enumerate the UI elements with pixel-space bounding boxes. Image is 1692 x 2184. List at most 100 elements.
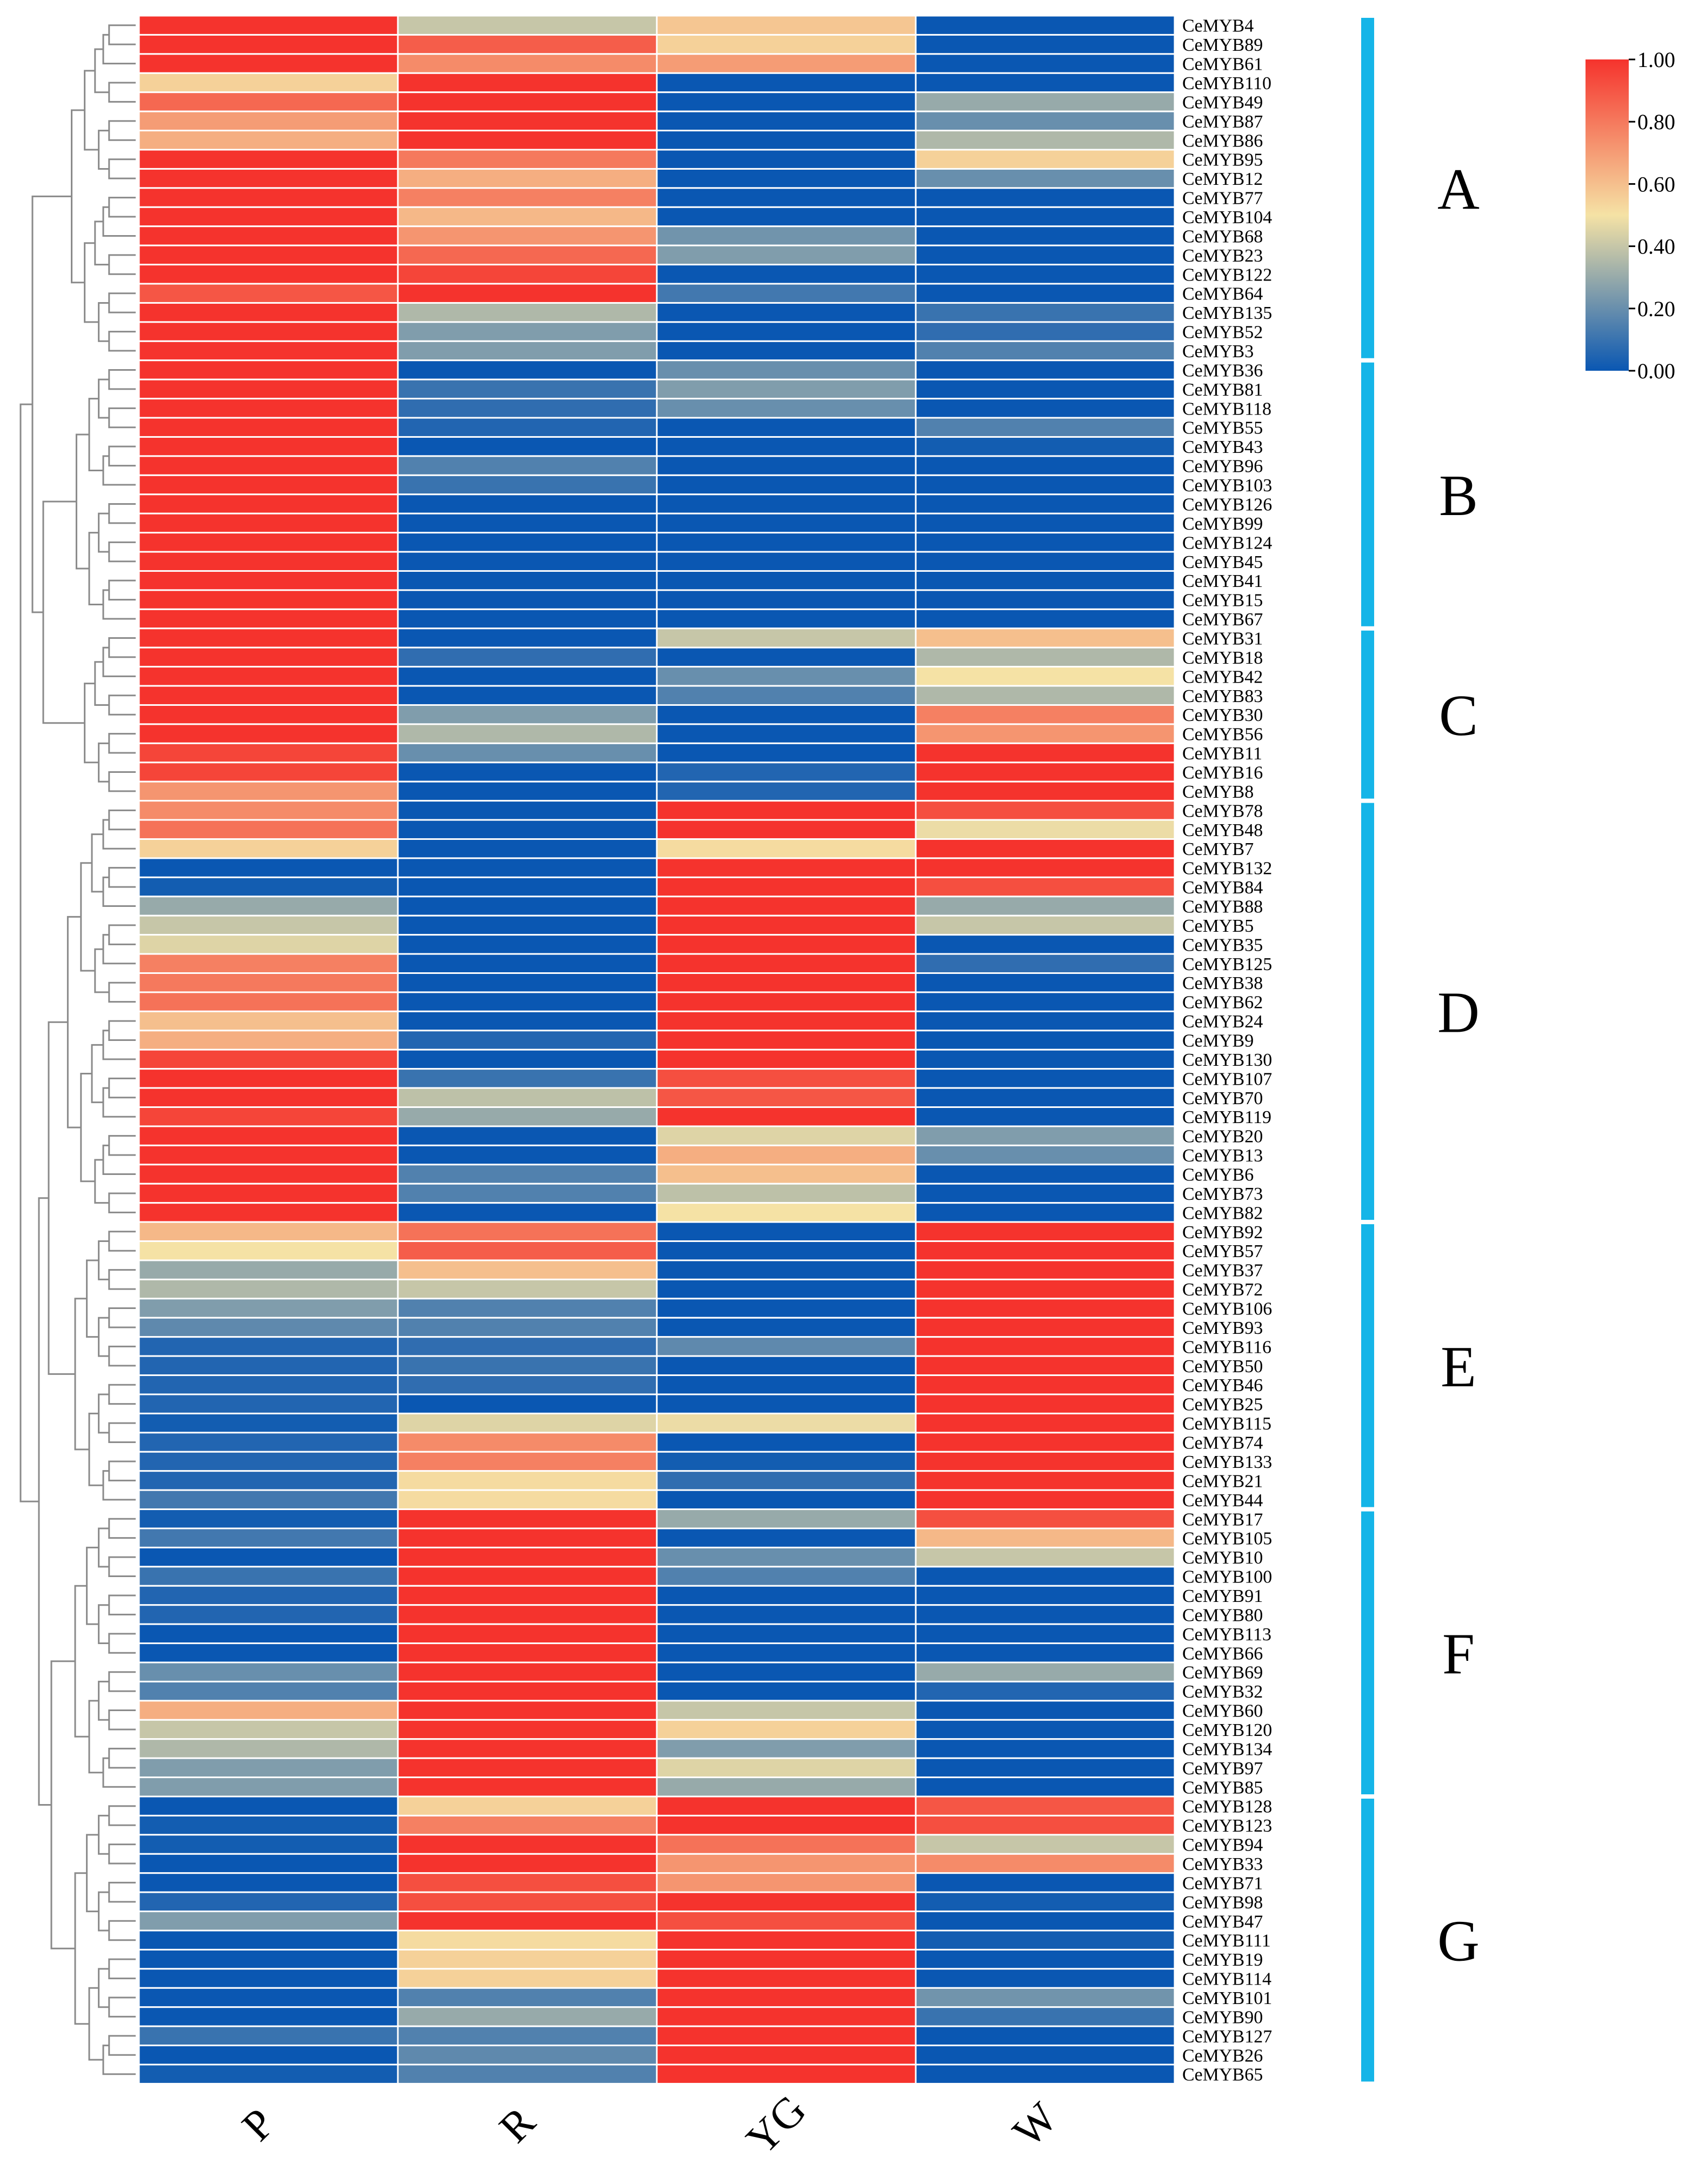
heatmap-cell — [138, 168, 399, 189]
dendrogram-branch — [108, 1020, 136, 1041]
heatmap-cell — [397, 608, 658, 630]
row-label: CeMYB4 — [1182, 16, 1254, 36]
group-bar — [1361, 18, 1374, 358]
group-label: B — [1439, 464, 1478, 528]
heatmap-cell — [915, 1087, 1176, 1108]
heatmap-cell — [397, 91, 658, 112]
row-label: CeMYB56 — [1182, 725, 1263, 745]
heatmap-cell — [915, 1164, 1176, 1185]
heatmap-cell — [656, 378, 917, 400]
heatmap-cell — [138, 1680, 399, 1702]
dendrogram-branch — [108, 1594, 136, 1615]
dendrogram-branch — [102, 206, 136, 237]
heatmap-cell — [138, 1585, 399, 1606]
heatmap-cell — [138, 1278, 399, 1300]
row-label: CeMYB64 — [1182, 284, 1263, 304]
heatmap-cell — [915, 436, 1176, 457]
heatmap-cell — [397, 1719, 658, 1740]
heatmap-cell — [397, 1106, 658, 1127]
dendrogram-branch — [108, 1633, 136, 1654]
dendrogram-branch — [108, 1192, 136, 1213]
heatmap-cell — [656, 225, 917, 246]
row-label: CeMYB82 — [1182, 1203, 1263, 1223]
dendrogram-branch — [108, 120, 136, 141]
row-label: CeMYB114 — [1182, 1969, 1271, 1989]
heatmap-cell — [138, 1872, 399, 1893]
heatmap-cell — [138, 34, 399, 55]
row-label: CeMYB122 — [1182, 265, 1272, 285]
row-label: CeMYB25 — [1182, 1395, 1263, 1415]
heatmap-cell — [138, 72, 399, 93]
heatmap-cell — [138, 1489, 399, 1511]
row-label: CeMYB80 — [1182, 1605, 1263, 1625]
row-label: CeMYB65 — [1182, 2065, 1263, 2085]
dendrogram-branch — [94, 948, 109, 993]
heatmap-cell — [915, 1432, 1176, 1453]
heatmap-cell — [915, 15, 1176, 36]
heatmap-cell — [656, 1489, 917, 1511]
heatmap-cell — [915, 1451, 1176, 1472]
heatmap-cell — [915, 723, 1176, 744]
group-bar — [1361, 1798, 1374, 2082]
colorbar-tick-label: 0.40 — [1637, 235, 1675, 259]
heatmap-cell — [138, 1508, 399, 1530]
row-label: CeMYB74 — [1182, 1433, 1263, 1453]
heatmap-cell — [656, 1795, 917, 1816]
heatmap-cell — [915, 1719, 1176, 1740]
heatmap-cell — [397, 742, 658, 764]
dendrogram-branch — [31, 195, 72, 613]
dendrogram-branch — [91, 1044, 103, 1104]
heatmap-cell — [138, 340, 399, 362]
heatmap-cell — [138, 742, 399, 764]
heatmap-cell — [138, 1527, 399, 1548]
dendrogram-branch — [98, 1814, 109, 1855]
heatmap-cell — [656, 1374, 917, 1395]
heatmap-cell — [138, 1087, 399, 1108]
dendrogram-branch — [108, 254, 136, 275]
row-label: CeMYB23 — [1182, 246, 1263, 266]
heatmap-cell — [656, 800, 917, 821]
heatmap-cell — [138, 436, 399, 457]
heatmap-cell — [915, 1872, 1176, 1893]
heatmap-cell — [397, 589, 658, 610]
heatmap-cell — [138, 723, 399, 744]
heatmap-cell — [915, 646, 1176, 668]
row-label: CeMYB6 — [1182, 1165, 1254, 1185]
dendrogram-branch — [108, 579, 136, 601]
heatmap-cell — [656, 455, 917, 476]
dendrogram-branch — [71, 109, 85, 284]
heatmap-cell — [656, 110, 917, 132]
heatmap-cell — [915, 91, 1176, 112]
column-label: P — [233, 2100, 284, 2150]
heatmap-cell — [138, 1030, 399, 1051]
dendrogram-branch — [108, 1460, 136, 1481]
row-label: CeMYB87 — [1182, 112, 1263, 132]
row-label: CeMYB67 — [1182, 610, 1263, 630]
heatmap-cell — [915, 1183, 1176, 1204]
row-label: CeMYB123 — [1182, 1816, 1272, 1836]
row-label: CeMYB69 — [1182, 1663, 1263, 1683]
heatmap-cell — [915, 704, 1176, 725]
heatmap-cell — [397, 264, 658, 285]
heatmap-cell — [656, 15, 917, 36]
heatmap-cell — [656, 244, 917, 266]
heatmap-cell — [138, 1546, 399, 1568]
dendrogram-branch — [108, 809, 136, 831]
row-label: CeMYB43 — [1182, 437, 1263, 457]
heatmap-cell — [915, 2045, 1176, 2066]
row-label: CeMYB33 — [1182, 1854, 1263, 1874]
dendrogram-branch — [94, 661, 109, 706]
dendrogram-branch — [98, 1317, 109, 1357]
colorbar-tick-label: 0.60 — [1637, 172, 1675, 196]
heatmap-cell — [656, 72, 917, 93]
dendrogram-branch — [108, 331, 136, 352]
heatmap-cell — [138, 1393, 399, 1414]
row-label: CeMYB21 — [1182, 1471, 1263, 1491]
heatmap-cell — [397, 302, 658, 323]
heatmap-cell — [656, 1412, 917, 1434]
heatmap-cell — [397, 436, 658, 457]
heatmap-cell — [656, 34, 917, 55]
heatmap-cell — [915, 1948, 1176, 1970]
row-label: CeMYB15 — [1182, 591, 1263, 611]
heatmap-cell — [915, 72, 1176, 93]
